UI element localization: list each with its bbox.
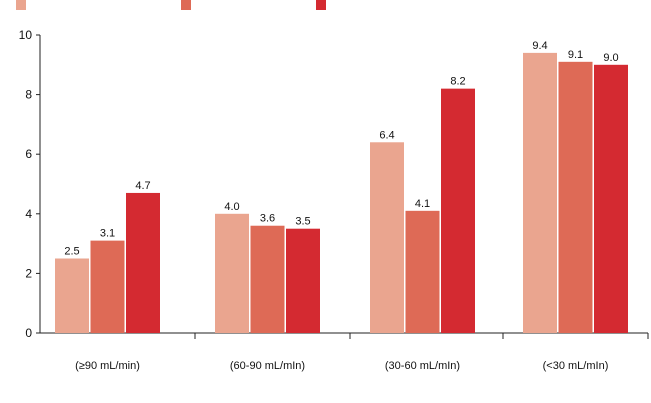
x-axis: (≥90 mL/min) (60-90 mL/mIn) (30-60 mL/mIn)…	[40, 332, 649, 372]
y-tick-label: 2	[25, 266, 32, 280]
bar-4-2	[558, 61, 593, 333]
category-label: (60-90 mL/mIn)	[230, 360, 305, 372]
y-tick-label: 6	[25, 147, 32, 161]
bars	[55, 52, 628, 334]
legend-swatch-1	[16, 0, 26, 10]
data-label: 4.0	[224, 201, 239, 213]
bar-2-1	[215, 213, 249, 333]
bar-1-3	[126, 192, 160, 333]
data-label: 3.6	[260, 213, 275, 225]
bar-3-3	[441, 88, 475, 333]
y-tick-label: 8	[25, 88, 32, 102]
bar-1-1	[55, 258, 89, 333]
legend-swatch-2	[181, 0, 191, 10]
y-tick-label: 0	[25, 326, 32, 340]
data-label: 4.1	[415, 198, 430, 210]
y-axis: 0 2 4 6 8 10	[19, 28, 41, 340]
bar-4-3	[594, 64, 628, 334]
data-labels: 2.5 3.1 4.7 4.0 3.6 3.5 6.4 4.1 8.2 9.4 9.1 9.0	[64, 40, 618, 258]
data-label: 4.7	[135, 180, 150, 192]
category-label: (30-60 mL/mIn)	[385, 360, 460, 372]
y-tick-label: 10	[19, 28, 33, 42]
data-label: 3.5	[295, 216, 310, 228]
bar-2-3	[286, 228, 320, 333]
data-label: 9.0	[603, 52, 618, 64]
data-label: 2.5	[64, 246, 79, 258]
data-label: 6.4	[379, 129, 394, 141]
bar-3-1	[370, 142, 404, 333]
legend	[16, 0, 326, 10]
data-label: 3.1	[100, 228, 115, 240]
bar-2-2	[250, 225, 285, 333]
data-label: 9.4	[532, 40, 547, 52]
y-tick-label: 4	[25, 207, 32, 221]
data-label: 9.1	[568, 49, 583, 61]
bar-1-2	[90, 240, 125, 333]
category-label: (<30 mL/mIn)	[543, 360, 609, 372]
data-label: 8.2	[450, 76, 465, 88]
bar-4-1	[523, 52, 557, 333]
legend-swatch-3	[316, 0, 326, 10]
category-label: (≥90 mL/min)	[75, 360, 140, 372]
bar-3-2	[405, 210, 440, 333]
